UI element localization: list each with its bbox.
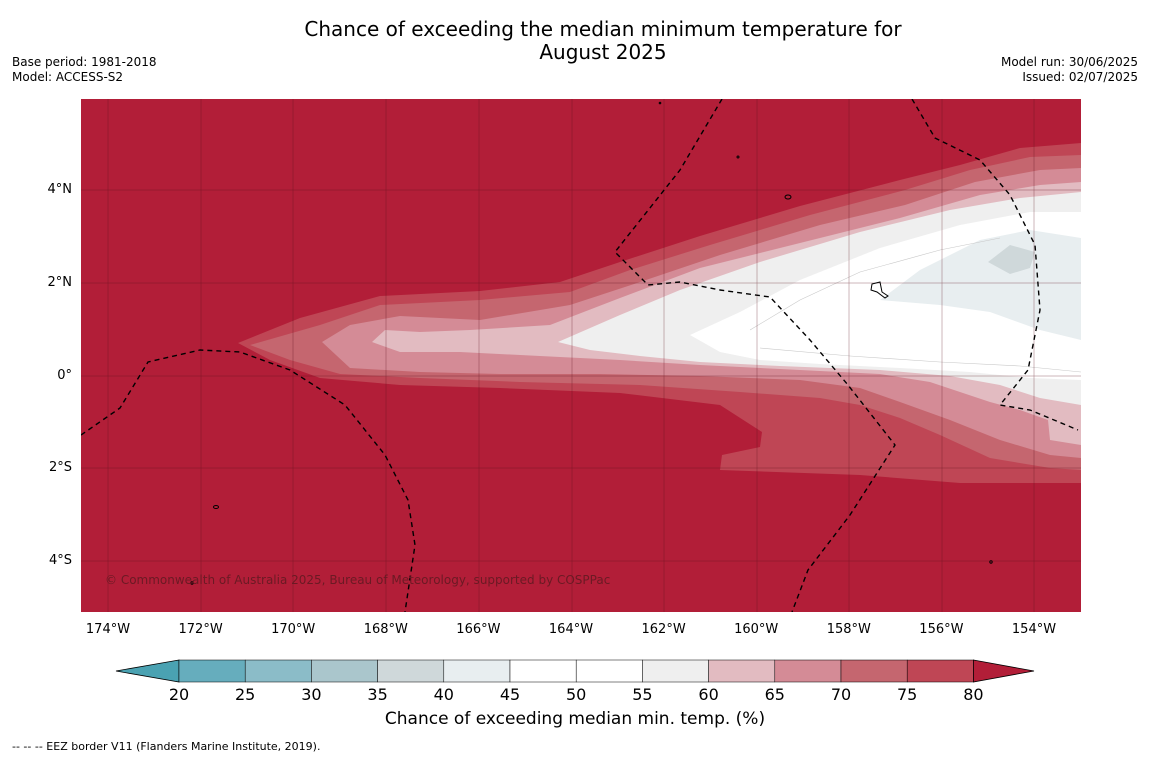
colorbar bbox=[115, 659, 1035, 683]
meta-right: Model run: 30/06/2025 Issued: 02/07/2025 bbox=[1001, 55, 1138, 85]
longitude-tick-label: 174°W bbox=[85, 622, 131, 637]
colorbar-tick-label: 35 bbox=[367, 685, 388, 704]
longitude-tick-label: 168°W bbox=[363, 622, 408, 637]
model-run: Model run: 30/06/2025 bbox=[1000, 55, 1138, 69]
colorbar-segment bbox=[377, 659, 445, 683]
latitude-tick-label: 0° bbox=[57, 368, 72, 383]
colorbar-tick-label: 45 bbox=[499, 685, 521, 704]
colorbar-segment bbox=[244, 659, 312, 683]
title-line-1: Chance of exceeding the median minimum t… bbox=[304, 17, 902, 41]
colorbar-tick-label: 60 bbox=[698, 685, 719, 704]
contour-line bbox=[749, 237, 1081, 373]
map-title: Chance of exceeding the median minimum t… bbox=[0, 18, 1150, 64]
colorbar-segment bbox=[443, 659, 511, 683]
colorbar-segment bbox=[774, 659, 842, 683]
colorbar-segment bbox=[575, 659, 643, 683]
colorbar-tick-label: 20 bbox=[168, 685, 190, 704]
longitude-tick-label: 166°W bbox=[456, 622, 501, 637]
colorbar-segment bbox=[642, 659, 709, 683]
latitude-tick-label: 2°S bbox=[48, 460, 72, 475]
longitude-tick-label: 164°W bbox=[548, 622, 594, 637]
colorbar-tick-label: 55 bbox=[632, 685, 653, 704]
colorbar-segment bbox=[509, 659, 577, 683]
colorbar-label: Chance of exceeding median min. temp. (%… bbox=[384, 709, 766, 729]
contour-35-40 bbox=[988, 245, 1035, 274]
colorbar-tick-label: 75 bbox=[897, 685, 918, 704]
map-area bbox=[81, 99, 1081, 612]
colorbar-tick-label: 65 bbox=[764, 685, 785, 704]
colorbar-tick-label: 40 bbox=[433, 685, 454, 704]
title-line-2: August 2025 bbox=[539, 40, 667, 64]
latitude-tick-label: 4°S bbox=[48, 553, 72, 568]
colorbar-segment bbox=[311, 659, 378, 683]
longitude-tick-label: 160°W bbox=[734, 622, 779, 637]
longitude-tick-label: 162°W bbox=[641, 622, 686, 637]
islands bbox=[190, 101, 993, 585]
colorbar-tick-label: 80 bbox=[963, 685, 984, 704]
longitude-tick-label: 154°W bbox=[1011, 622, 1057, 637]
meta-left: Base period: 1981-2018 Model: ACCESS-S2 bbox=[12, 55, 157, 85]
base-period: Base period: 1981-2018 bbox=[12, 55, 157, 69]
copyright-text: © Commonwealth of Australia 2025, Bureau… bbox=[105, 573, 611, 587]
eez-borders bbox=[81, 99, 1079, 612]
colorbar-high-extend bbox=[973, 659, 1035, 683]
longitude-tick-label: 156°W bbox=[919, 622, 964, 637]
colorbar-segment bbox=[708, 659, 776, 683]
model-name: Model: ACCESS-S2 bbox=[12, 70, 124, 84]
longitude-tick-label: 158°W bbox=[826, 622, 871, 637]
latitude-tick-label: 4°N bbox=[47, 182, 73, 197]
gridlines bbox=[81, 99, 1081, 612]
issued-date: Issued: 02/07/2025 bbox=[1022, 70, 1138, 84]
eez-footnote: -- -- -- EEZ border V11 (Flanders Marine… bbox=[12, 740, 321, 753]
colorbar-segment bbox=[906, 659, 974, 683]
colorbar-segment bbox=[840, 659, 908, 683]
colorbar-tick-label: 50 bbox=[566, 685, 587, 704]
colorbar-segment bbox=[178, 659, 246, 683]
colorbar-tick-label: 25 bbox=[235, 685, 256, 704]
colorbar-low-extend bbox=[115, 659, 180, 683]
longitude-tick-label: 170°W bbox=[271, 622, 316, 637]
longitude-tick-label: 172°W bbox=[178, 622, 223, 637]
latitude-tick-label: 2°N bbox=[47, 275, 73, 290]
colorbar-tick-label: 70 bbox=[830, 685, 852, 704]
colorbar-tick-label: 30 bbox=[301, 685, 322, 704]
